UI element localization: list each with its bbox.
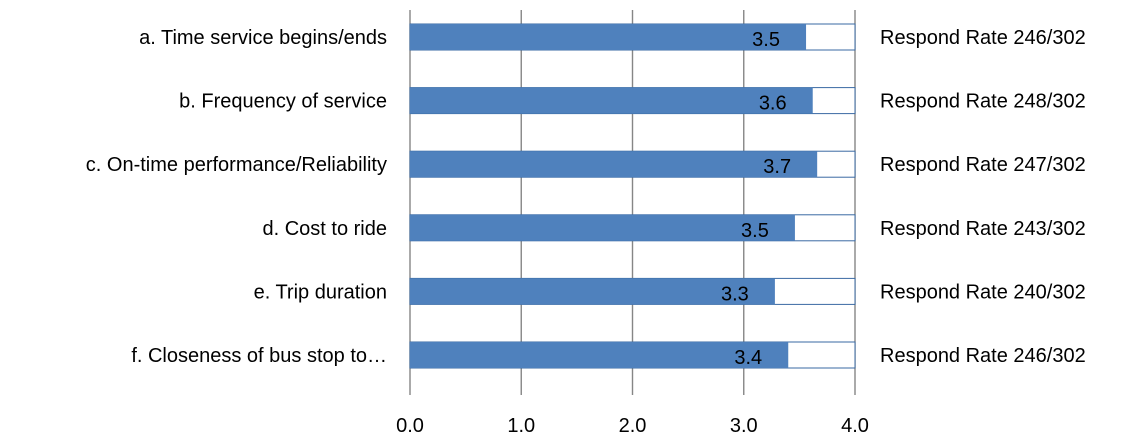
data-label: 3.5 (741, 220, 769, 242)
category-label: a. Time service begins/ends (139, 27, 387, 49)
x-tick-label: 2.0 (619, 415, 647, 437)
response-rate-labels: Respond Rate 246/302 Respond Rate 248/302… (880, 27, 1086, 367)
category-label: b. Frequency of service (179, 91, 387, 113)
category-label: e. Trip duration (254, 281, 387, 303)
x-axis-tick-labels: 0.0 1.0 2.0 3.0 4.0 (396, 415, 869, 437)
bar (410, 278, 775, 305)
response-rate-label: Respond Rate 243/302 (880, 218, 1086, 240)
bar (410, 24, 807, 50)
bar (410, 151, 818, 178)
response-rate-label: Respond Rate 248/302 (880, 91, 1086, 113)
data-labels: 3.5 3.6 3.7 3.5 3.3 3.4 (721, 29, 791, 369)
x-tick-label: 3.0 (730, 415, 758, 437)
response-rate-label: Respond Rate 246/302 (880, 345, 1086, 367)
data-label: 3.5 (752, 29, 780, 51)
data-label: 3.4 (734, 347, 762, 369)
data-label: 3.6 (759, 93, 787, 115)
category-label: c. On-time performance/Reliability (86, 154, 387, 176)
bar (410, 342, 789, 368)
data-label: 3.3 (721, 283, 749, 305)
data-label: 3.7 (763, 156, 791, 178)
response-rate-label: Respond Rate 240/302 (880, 281, 1086, 303)
category-label: f. Closeness of bus stop to… (131, 345, 387, 367)
response-rate-label: Respond Rate 246/302 (880, 27, 1086, 49)
category-labels: a. Time service begins/ends b. Frequency … (86, 27, 387, 367)
x-tick-label: 0.0 (396, 415, 424, 437)
x-tick-label: 4.0 (841, 415, 869, 437)
bar (410, 87, 813, 114)
x-tick-label: 1.0 (507, 415, 535, 437)
bars (409, 23, 856, 369)
bar (410, 214, 795, 241)
category-label: d. Cost to ride (262, 218, 387, 240)
response-rate-label: Respond Rate 247/302 (880, 154, 1086, 176)
gridlines (409, 10, 856, 395)
